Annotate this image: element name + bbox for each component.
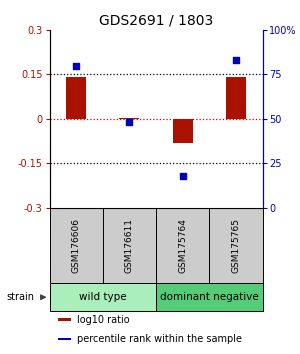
Text: GSM175764: GSM175764 [178,218,187,273]
Point [127,120,132,125]
Text: GSM176611: GSM176611 [125,218,134,273]
Bar [66,76,86,119]
Text: strain: strain [6,292,34,302]
Bar [58,338,71,340]
Bar [58,319,71,321]
Text: wild type: wild type [79,292,127,302]
Text: GSM175765: GSM175765 [231,218,240,273]
Bar [119,118,140,119]
Bar [172,119,193,143]
Text: GSM176606: GSM176606 [72,218,81,273]
Title: GDS2691 / 1803: GDS2691 / 1803 [99,13,213,28]
Point [180,173,185,178]
Bar [50,283,156,312]
Text: log10 ratio: log10 ratio [77,315,130,325]
Bar [226,77,246,119]
Point [233,57,238,63]
Text: dominant negative: dominant negative [160,292,259,302]
Point [74,63,79,68]
Bar [156,283,262,312]
Text: percentile rank within the sample: percentile rank within the sample [77,334,242,344]
